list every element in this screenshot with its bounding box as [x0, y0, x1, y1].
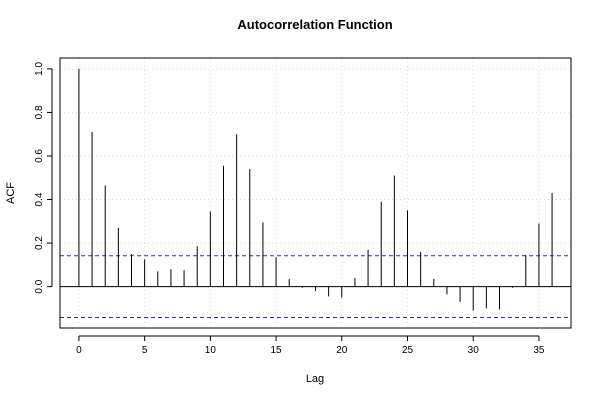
- x-axis-label: Lag: [306, 373, 324, 385]
- x-tick-label: 25: [402, 345, 414, 356]
- x-tick-label: 15: [271, 345, 283, 356]
- x-tick-label: 30: [468, 345, 480, 356]
- y-tick-label: 0.8: [34, 105, 45, 119]
- y-tick-label: 0.0: [34, 279, 45, 293]
- y-tick-label: 0.6: [34, 149, 45, 163]
- y-axis-label: ACF: [5, 182, 17, 204]
- x-tick-label: 5: [142, 345, 148, 356]
- confidence-bands: [60, 255, 571, 319]
- chart-title: Autocorrelation Function: [237, 17, 392, 32]
- x-axis: 0 5 10 15 20 25 30 35: [76, 335, 545, 356]
- acf-bars: [78, 68, 553, 311]
- x-tick-label: 20: [336, 345, 348, 356]
- y-tick-label: 0.4: [34, 192, 45, 206]
- x-tick-label: 10: [205, 345, 217, 356]
- y-tick-label: 1.0: [34, 62, 45, 76]
- y-axis: 0.0 0.2 0.4 0.6 0.8 1.0: [34, 62, 53, 294]
- x-tick-label: 35: [533, 345, 545, 356]
- plot-frame: [59, 57, 572, 329]
- x-tick-label: 0: [76, 345, 82, 356]
- y-tick-label: 0.2: [34, 236, 45, 250]
